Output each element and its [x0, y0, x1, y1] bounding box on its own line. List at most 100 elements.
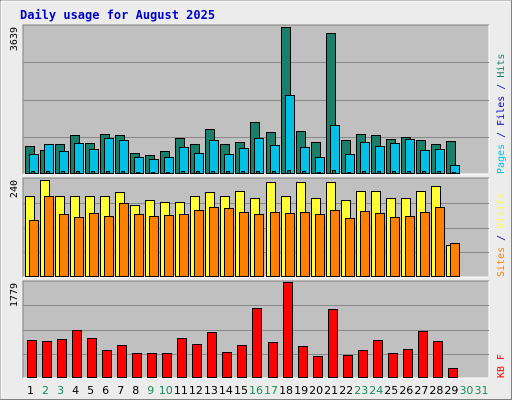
- bar-kbf-21: [328, 309, 338, 378]
- bar-kbf-7: [117, 345, 127, 378]
- bar-visits-21: [330, 210, 340, 277]
- bar-kbf-1: [27, 340, 37, 378]
- bar-hits-6: [106, 171, 110, 174]
- bar-hits-28: [437, 171, 441, 174]
- bar-kbf-17: [268, 342, 278, 378]
- bar-visits-22: [345, 218, 355, 277]
- bar-hits-18: [285, 95, 295, 174]
- panel-hits: 3639 Pages / Files / Hits: [9, 24, 507, 175]
- bar-kbf-22: [343, 355, 353, 378]
- bar-visits-10: [164, 215, 174, 277]
- bar-hits-26: [407, 171, 411, 174]
- bar-kbf-18: [283, 282, 293, 378]
- day-label: 10: [159, 384, 173, 397]
- bar-hits-5: [91, 171, 95, 174]
- legend-entry: /: [496, 78, 507, 96]
- bar-hits-6: [104, 138, 114, 174]
- day-label: 6: [102, 384, 109, 397]
- bar-visits-8: [134, 214, 144, 277]
- bar-visits-12: [194, 210, 204, 277]
- legend-entry: Hits: [496, 54, 507, 78]
- bar-kbf-29: [448, 368, 458, 378]
- bar-kbf-16: [252, 308, 262, 378]
- bar-hits-19: [300, 147, 310, 174]
- bar-visits-9: [149, 216, 159, 277]
- day-label: 12: [189, 384, 203, 397]
- bar-visits-3: [59, 214, 69, 277]
- chart-title: Daily usage for August 2025: [20, 8, 215, 22]
- bar-hits-9: [151, 172, 155, 174]
- y-max-label: 3639: [9, 27, 20, 51]
- day-label: 11: [174, 384, 188, 397]
- legend-entry: Sites: [496, 247, 507, 277]
- bar-kbf-19: [298, 346, 308, 378]
- bar-kbf-4: [72, 330, 82, 378]
- bar-visits-1: [29, 220, 39, 277]
- day-label: 15: [234, 384, 248, 397]
- bar-hits-20: [317, 172, 321, 174]
- bar-visits-14: [224, 208, 234, 277]
- bar-visits-17: [270, 212, 280, 277]
- bar-hits-24: [375, 146, 385, 174]
- legend-entry: Visits: [496, 193, 507, 229]
- bar-kbf-3: [57, 339, 67, 378]
- day-label: 2: [42, 384, 49, 397]
- day-label: 5: [87, 384, 94, 397]
- bar-kbf-5: [87, 338, 97, 378]
- bar-visits-4: [74, 217, 84, 277]
- day-label: 27: [414, 384, 428, 397]
- bar-kbf-11: [177, 338, 187, 378]
- bar-hits-1: [29, 154, 39, 174]
- bar-hits-7: [121, 171, 125, 174]
- bar-hits-21: [330, 125, 340, 174]
- bar-hits-25: [390, 143, 400, 174]
- bar-visits-26: [405, 216, 415, 277]
- panel-visits: 240 Sites / Visits: [9, 177, 507, 278]
- bar-hits-16: [256, 171, 260, 174]
- bar-hits-17: [272, 171, 276, 174]
- day-label: 8: [132, 384, 139, 397]
- legend-visits: Sites / Visits: [496, 193, 507, 277]
- day-label: 1: [27, 384, 34, 397]
- bar-hits-27: [422, 171, 426, 174]
- bar-visits-18: [285, 213, 295, 277]
- bar-kbf-25: [388, 353, 398, 378]
- legend-entry: /: [496, 229, 507, 247]
- day-label: 20: [309, 384, 323, 397]
- bar-hits-5: [89, 149, 99, 174]
- bar-hits-10: [166, 172, 170, 174]
- day-label: 30: [459, 384, 473, 397]
- day-label: 21: [324, 384, 338, 397]
- bar-hits-29: [452, 172, 456, 174]
- day-label: 25: [384, 384, 398, 397]
- bar-hits-1: [31, 171, 35, 174]
- bar-hits-23: [360, 142, 370, 174]
- legend-kbf: KB F: [496, 354, 507, 378]
- bar-visits-15: [239, 212, 249, 277]
- bar-hits-20: [315, 157, 325, 174]
- bar-hits-14: [224, 154, 234, 174]
- day-label: 14: [219, 384, 233, 397]
- day-label: 23: [354, 384, 368, 397]
- day-label: 4: [72, 384, 79, 397]
- bar-kbf-8: [132, 353, 142, 378]
- bar-hits-17: [270, 145, 280, 174]
- legend-entry: Files: [496, 96, 507, 126]
- bar-kbf-28: [433, 341, 443, 378]
- legend-hits: Pages / Files / Hits: [496, 54, 507, 174]
- day-label: 31: [474, 384, 488, 397]
- bar-hits-9: [149, 159, 159, 174]
- bar-hits-4: [76, 171, 80, 174]
- bar-visits-6: [104, 216, 114, 277]
- bar-kbf-13: [207, 332, 217, 378]
- bar-hits-15: [239, 148, 249, 174]
- bar-hits-13: [209, 140, 219, 174]
- bar-hits-15: [241, 171, 245, 174]
- bar-hits-8: [136, 172, 140, 174]
- bar-visits-24: [375, 213, 385, 277]
- bar-kbf-24: [373, 340, 383, 378]
- day-label: 7: [117, 384, 124, 397]
- bar-visits-28: [435, 207, 445, 277]
- day-label: 19: [294, 384, 308, 397]
